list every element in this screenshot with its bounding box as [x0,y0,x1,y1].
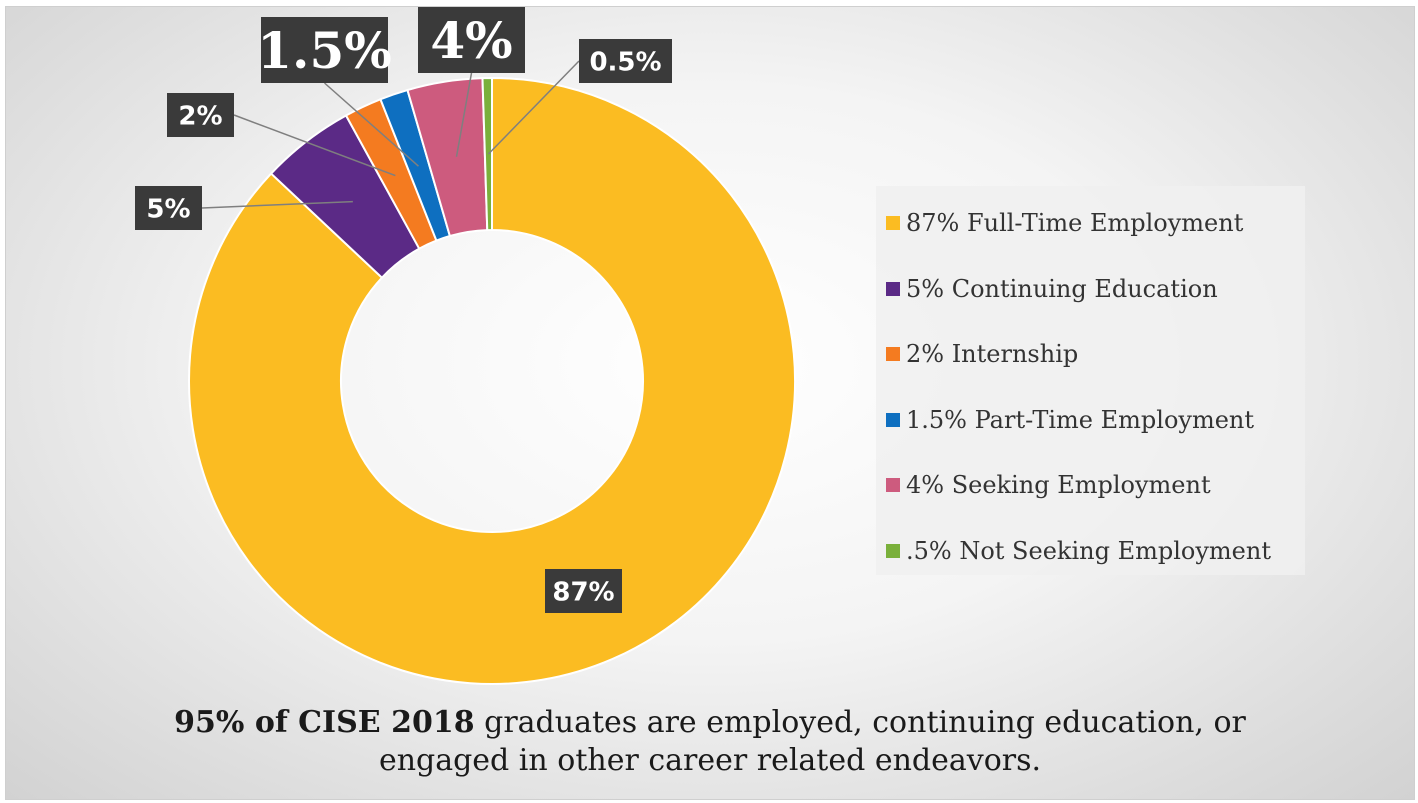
data-label-box-full-time-employment [545,569,622,613]
data-label-internship: 2% [178,101,222,131]
caption-highlight: 95% of CISE 2018 [174,705,475,740]
data-label-box-part-time-employment [261,17,388,83]
legend-item-internship: 2% Internship [886,334,1078,374]
leader-line-continuing-education [201,200,353,209]
slide: 87% 5% 2% 1.5% 4% 0.5% 87% Full-Time Employme… [5,6,1415,800]
legend-item-not-seeking-employment: .5% Not Seeking Employment [886,531,1271,571]
legend-swatch [886,478,900,492]
legend-swatch [886,347,900,361]
data-label-box-continuing-education [135,186,202,230]
caption-line1: graduates are employed, continuing educa… [474,705,1246,740]
data-label-seeking-employment: 4% [430,11,512,70]
caption: 95% of CISE 2018 graduates are employed,… [6,704,1414,780]
legend-label: 87% Full-Time Employment [906,209,1244,237]
data-label-not-seeking-employment: 0.5% [589,47,661,77]
data-label-part-time-employment: 1.5% [257,21,392,80]
legend-swatch [886,216,900,230]
chart-legend: 87% Full-Time Employment 5% Continuing Ed… [876,186,1305,575]
legend-swatch [886,543,900,558]
legend-label: 4% Seeking Employment [906,471,1211,499]
legend-item-continuing-education: 5% Continuing Education [886,269,1218,309]
legend-label: 2% Internship [906,340,1079,368]
slice-full-time-employment [188,76,796,685]
leader-line-not-seeking-employment [487,60,580,155]
legend-swatch [886,412,900,427]
legend-swatch [886,281,900,296]
legend-label: .5% Not Seeking Employment [906,536,1271,565]
leader-line-internship [233,114,396,177]
legend-item-seeking-employment: 4% Seeking Employment [886,465,1211,505]
legend-item-part-time-employment: 1.5% Part-Time Employment [886,400,1254,440]
legend-label: 1.5% Part-Time Employment [906,405,1255,434]
legend-label: 5% Continuing Education [906,274,1218,303]
data-label-box-internship [167,93,234,137]
data-label-box-not-seeking-employment [579,39,672,83]
data-label-continuing-education: 5% [146,194,190,224]
data-label-full-time-employment: 87% [552,577,614,607]
leader-line-seeking-employment [455,72,473,157]
slice-not-seeking-employment [481,76,493,232]
caption-line2: engaged in other career related endeavor… [378,743,1042,778]
data-label-box-seeking-employment [418,7,525,73]
donut-chart: 87% 5% 2% 1.5% 4% 0.5% [135,7,796,685]
legend-item-full-time-employment: 87% Full-Time Employment [886,203,1243,243]
leader-line-part-time-employment [324,82,419,167]
